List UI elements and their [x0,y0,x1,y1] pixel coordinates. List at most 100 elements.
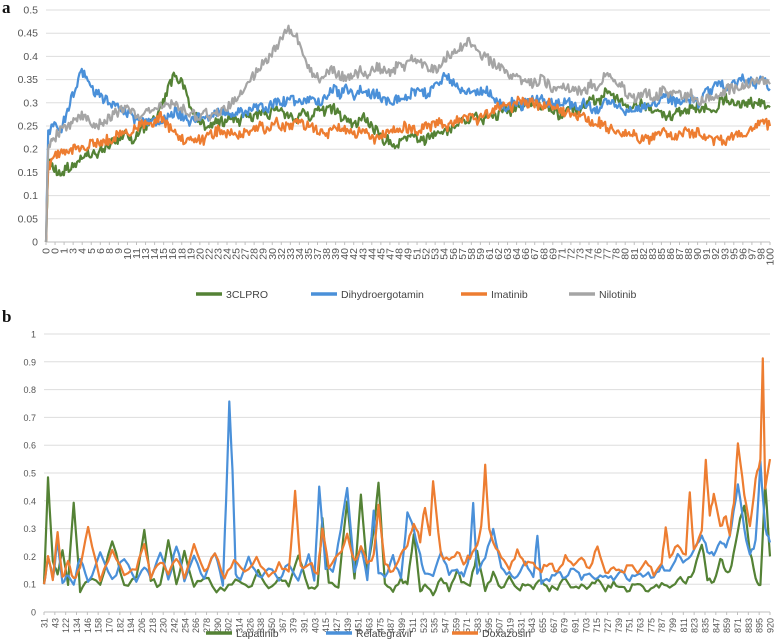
x-tick-label: 218 [148,618,158,633]
x-tick-label: 14 [149,248,161,260]
y-tick-label: 0.4 [23,496,36,506]
x-tick-label: 439 [343,618,353,633]
x-tick-label: 69 [547,248,559,260]
x-tick-label: 679 [560,618,570,633]
x-tick-label: 314 [235,618,245,633]
x-tick-label: 266 [191,618,201,633]
x-tick-label: 182 [115,618,125,633]
x-tick-label: 547 [440,618,450,633]
x-tick-label: 391 [300,618,310,633]
x-tick-label: 22 [203,248,215,260]
legend-label: Doxazosin [482,628,531,640]
x-tick-label: 607 [495,618,505,633]
x-tick-label: 487 [386,618,396,633]
x-tick-label: 57 [457,248,469,260]
x-tick-label: 35 [303,248,315,260]
legend-label: Imatinib [491,289,528,301]
x-tick-label: 338 [256,618,266,633]
x-tick-label: 48 [393,248,405,260]
y-tick-label: 0.1 [23,190,38,202]
x-tick-label: 43 [50,618,60,628]
x-tick-label: 206 [137,618,147,633]
x-tick-label: 32 [276,248,288,260]
x-tick-label: 134 [72,618,82,633]
legend-label: Nilotinib [599,289,637,301]
y-tick-label: 0.5 [23,5,38,17]
x-tick-label: 6 [95,248,107,254]
x-tick-label: 53 [430,248,442,260]
x-tick-label: 631 [516,618,526,633]
x-tick-label: 43 [357,248,369,260]
x-tick-label: 535 [430,618,440,633]
x-tick-label: 523 [419,618,429,633]
series-line-doxazosin [42,357,772,585]
x-tick-label: 78 [611,248,623,260]
x-tick-label: 763 [635,618,645,633]
y-tick-label: 1 [31,330,36,340]
x-tick-label: 122 [61,618,71,633]
x-tick-label: 81 [629,248,641,260]
x-tick-label: 52 [421,248,433,260]
y-tick-label: 0.3 [23,97,38,109]
y-tick-label: 0 [32,237,38,249]
x-tick-label: 80 [620,248,632,260]
x-tick-label: 76 [593,248,605,260]
x-tick-label: 77 [602,248,614,260]
x-tick-label: 0 [50,248,62,254]
x-tick-label: 920 [766,618,776,633]
y-tick-label: 0.8 [23,385,36,395]
x-tick-label: 1 [59,248,71,254]
y-tick-label: 0.5 [23,469,36,479]
x-tick-label: 847 [711,618,721,633]
panel-a-label: a [2,0,11,17]
x-tick-label: 100 [765,248,777,266]
legend-label: Relategravir [356,628,413,640]
x-tick-label: 643 [527,618,537,633]
x-tick-label: 583 [473,618,483,633]
x-tick-label: 20 [194,248,206,260]
x-tick-label: 811 [679,618,689,632]
x-tick-label: 691 [570,618,580,633]
series-line-dihydroergotamin [44,67,771,243]
x-tick-label: 47 [384,248,396,260]
x-tick-label: 8 [104,248,116,254]
x-tick-label: 67 [529,248,541,260]
y-tick-label: 0.35 [18,74,39,86]
x-tick-label: 87 [674,248,686,260]
x-tick-label: 13 [140,248,152,260]
x-tick-label: 86 [665,248,677,260]
x-tick-label: 62 [493,248,505,260]
y-tick-label: 0.7 [23,413,36,423]
x-tick-label: 254 [180,618,190,633]
x-tick-label: 45 [375,248,387,260]
x-tick-label: 703 [581,618,591,633]
x-tick-label: 739 [614,618,624,633]
x-tick-label: 73 [574,248,586,260]
x-tick-label: 715 [592,618,602,633]
x-tick-label: 96 [737,248,749,260]
x-tick-label: 895 [755,618,765,633]
x-tick-label: 427 [332,618,342,633]
x-tick-label: 146 [83,618,93,633]
x-tick-label: 93 [719,248,731,260]
legend-b: Lapatinib Relategravir Doxazosin [206,628,531,640]
x-tick-label: 5 [86,248,98,254]
x-tick-label: 775 [646,618,656,633]
x-tick-label: 367 [278,618,288,633]
x-tick-label: 51 [412,248,424,260]
x-tick-label: 823 [690,618,700,633]
y-tick-label: 0.3 [23,524,36,534]
x-tick-label: 38 [321,248,333,260]
x-tick-label: 10 [122,248,134,260]
x-tick-label: 871 [733,618,743,633]
x-tick-label: 883 [744,618,754,633]
x-tick-label: 326 [245,618,255,633]
series-line-imatinib [44,95,772,243]
x-tick-label: 619 [505,618,515,633]
legend-a: 3CLPRO Dihydroergotamin Imatinib Nilotinib [196,289,637,301]
x-tick-label: 83 [647,248,659,260]
chart-a: 00.050.10.150.20.250.30.350.40.450.50013… [18,5,777,266]
y-tick-label: 0.15 [18,167,39,179]
series-line-lapatinib [42,476,772,597]
